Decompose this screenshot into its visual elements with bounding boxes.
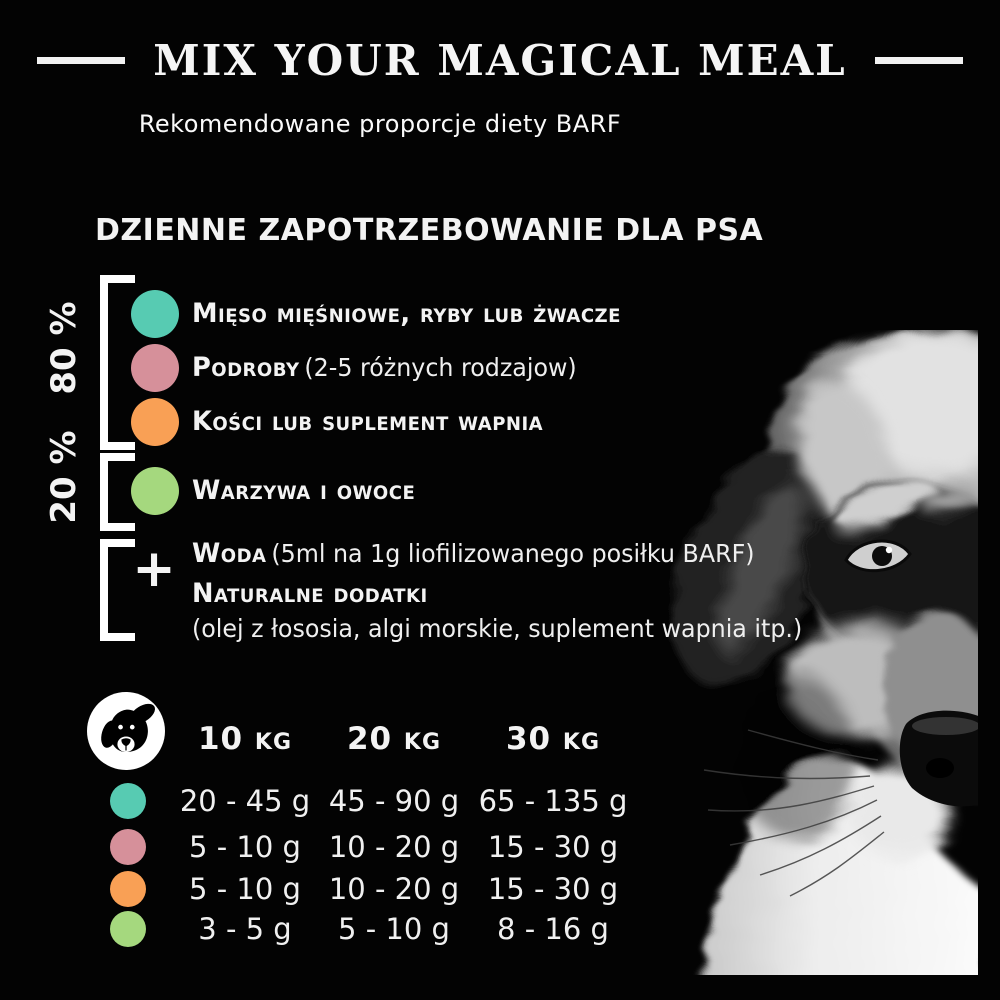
dog-photo: [673, 331, 978, 975]
legend-dot-bones: [131, 398, 179, 446]
bracket-80-percent: [100, 275, 135, 450]
row-dot-meat: [110, 783, 146, 819]
legend-dot-offal: [131, 344, 179, 392]
item-offal-label: Podroby: [192, 352, 300, 383]
item-veggies-label: Warzywa i owoce: [192, 475, 416, 506]
item-meat: Mięso mięśniowe, ryby lub żwacze: [192, 294, 621, 337]
item-veggies: Warzywa i owoce: [192, 471, 415, 514]
item-offal: Podroby (2-5 różnych rodzajow): [192, 348, 577, 391]
table-header-10kg: 10 kg: [197, 721, 293, 757]
item-meat-label: Mięso mięśniowe, ryby lub żwacze: [192, 298, 621, 329]
cell-offal-30kg: 15 - 30 g: [487, 830, 619, 864]
cell-meat-30kg: 65 - 135 g: [478, 784, 628, 818]
item-bones-label: Kości lub suplement wapnia: [192, 406, 544, 437]
percent-20-label: 20 %: [44, 430, 84, 524]
bracket-20-percent: [100, 453, 135, 531]
row-dot-bones: [110, 871, 146, 907]
extra-additives-examples: (olej z łososia, algi morskie, suplement…: [192, 609, 802, 652]
row-dot-veggies: [110, 911, 146, 947]
plus-sign: +: [132, 539, 176, 599]
page-subtitle: Rekomendowane proporcje diety BARF: [138, 110, 622, 138]
extra-additives: Naturalne dodatki: [192, 574, 428, 617]
table-header-30kg: 30 kg: [505, 721, 601, 757]
header: MIX YOUR MAGICAL MEAL: [0, 36, 1000, 85]
cell-meat-20kg: 45 - 90 g: [328, 784, 460, 818]
legend-dot-veggies: [131, 467, 179, 515]
cell-veggies-10kg: 3 - 5 g: [198, 912, 292, 946]
cell-offal-20kg: 10 - 20 g: [328, 830, 460, 864]
title-dash-left-icon: [37, 57, 126, 64]
item-bones: Kości lub suplement wapnia: [192, 402, 543, 445]
page-title: MIX YOUR MAGICAL MEAL: [153, 36, 847, 85]
section-heading: DZIENNE ZAPOTRZEBOWANIE DLA PSA: [95, 213, 764, 248]
extra-water-label: Woda: [192, 538, 267, 569]
table-header-20kg: 20 kg: [346, 721, 442, 757]
dog-face-icon: [87, 692, 165, 770]
item-offal-note: (2-5 różnych rodzajow): [304, 353, 577, 382]
row-dot-offal: [110, 829, 146, 865]
percent-80-label: 80 %: [44, 301, 84, 395]
extra-additives-examples-note: (olej z łososia, algi morskie, suplement…: [192, 614, 803, 643]
bracket-extras: [100, 539, 135, 641]
cell-offal-10kg: 5 - 10 g: [189, 830, 301, 864]
cell-bones-10kg: 5 - 10 g: [189, 872, 301, 906]
cell-meat-10kg: 20 - 45 g: [179, 784, 311, 818]
extra-water-note: (5ml na 1g liofilizowanego posiłku BARF): [271, 539, 755, 568]
extra-water: Woda (5ml na 1g liofilizowanego posiłku …: [192, 534, 755, 577]
cell-veggies-20kg: 5 - 10 g: [338, 912, 450, 946]
title-dash-right-icon: [874, 57, 963, 64]
cell-bones-20kg: 10 - 20 g: [328, 872, 460, 906]
extra-additives-label: Naturalne dodatki: [192, 578, 428, 609]
legend-dot-meat: [131, 290, 179, 338]
cell-veggies-30kg: 8 - 16 g: [497, 912, 609, 946]
cell-bones-30kg: 15 - 30 g: [487, 872, 619, 906]
